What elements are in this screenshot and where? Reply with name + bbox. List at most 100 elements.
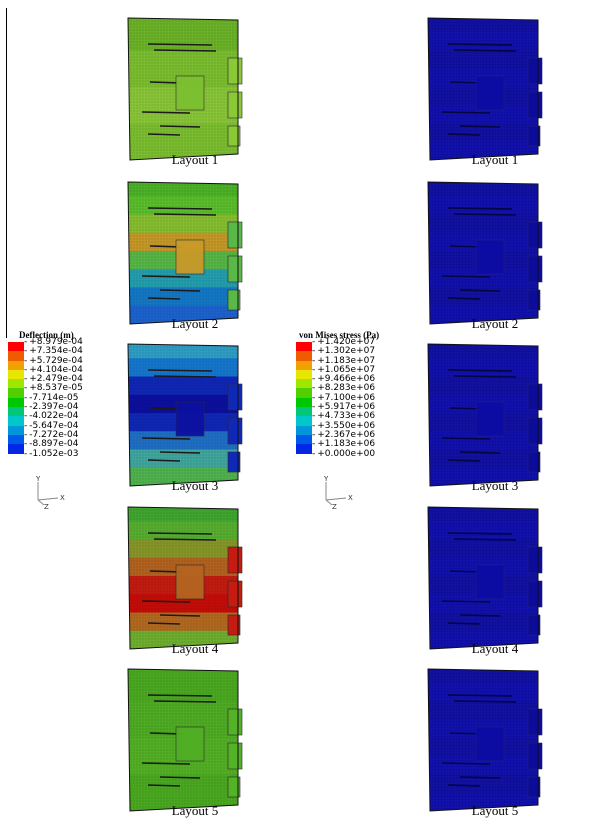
- plate-outline: [127, 506, 239, 650]
- color-band: [428, 449, 538, 469]
- plate-mesh: [127, 343, 243, 487]
- stiffener-slot: [453, 538, 517, 541]
- stiffener-slot: [153, 700, 217, 703]
- stiffener-slot: [159, 776, 201, 779]
- color-band: [128, 269, 238, 289]
- plate-mesh: [427, 343, 543, 487]
- stiffener-slot: [159, 125, 201, 128]
- stiffener-slot: [147, 133, 181, 136]
- stress-plot-layout-4: Layout 4: [420, 503, 570, 656]
- plate-mesh: [127, 668, 243, 812]
- legend-value: -7.714e-05: [24, 393, 83, 403]
- plate-outline: [127, 343, 239, 487]
- legend-value: +1.183e+07: [312, 356, 375, 366]
- color-band: [128, 344, 238, 359]
- color-band: [128, 105, 238, 125]
- stiffener-slot: [447, 622, 481, 625]
- legend-value: +9.466e+06: [312, 374, 375, 384]
- color-band: [428, 774, 538, 794]
- color-band: [128, 287, 238, 307]
- stiffener-slot: [147, 207, 213, 210]
- color-band: [428, 105, 538, 125]
- stiffener-slot: [459, 289, 501, 292]
- stiffener-slot: [147, 784, 181, 787]
- raised-block: [475, 401, 505, 437]
- plate-outline: [427, 17, 539, 161]
- raised-block: [175, 401, 205, 437]
- side-block: [227, 776, 241, 798]
- color-band: [128, 701, 238, 721]
- color-band: [428, 32, 538, 52]
- side-block: [227, 451, 241, 473]
- legend-labels: +8.979e-04 +7.354e-04 +5.729e-04 +4.104e…: [24, 337, 83, 459]
- side-block: [227, 417, 243, 445]
- legend-value: -8.897e-04: [24, 439, 83, 449]
- color-band: [128, 358, 238, 378]
- color-band: [128, 669, 238, 684]
- color-band: [428, 612, 538, 632]
- deflection-plot-layout-1: Layout 1: [120, 14, 270, 167]
- legend-swatch: [296, 388, 312, 398]
- color-band: [428, 539, 538, 559]
- side-block: [527, 708, 543, 736]
- plate-mesh: [427, 181, 543, 325]
- stiffener-slot: [147, 43, 213, 46]
- stiffener-slot: [447, 43, 513, 46]
- side-block: [527, 580, 543, 608]
- legend-swatch: [296, 434, 312, 445]
- stiffener-slot: [441, 437, 491, 440]
- stiffener-slot: [441, 600, 491, 603]
- plot-caption: Layout 2: [471, 316, 519, 331]
- color-band: [128, 612, 238, 632]
- color-band: [428, 287, 538, 307]
- stiffener-slot: [153, 375, 217, 378]
- raised-block: [475, 564, 505, 600]
- color-band: [428, 594, 538, 614]
- plate-outline: [427, 343, 539, 487]
- plot-caption: Layout 5: [171, 803, 219, 818]
- stiffener-slot: [141, 762, 191, 765]
- legend-swatch: [296, 360, 312, 370]
- deflection-plot-layout-3: Layout 3: [120, 340, 270, 493]
- z-axis-line: [37, 499, 45, 506]
- stiffener-slot: [153, 49, 217, 52]
- side-block: [527, 91, 543, 119]
- side-block: [227, 289, 241, 311]
- plate-face: [428, 18, 538, 160]
- color-band: [428, 507, 538, 522]
- color-band: [428, 521, 538, 541]
- legend-value: +4.733e+06: [312, 412, 375, 422]
- stiffener-slot: [141, 600, 191, 603]
- deflection-plot-layout-4: Layout 4: [120, 503, 270, 656]
- side-block: [527, 221, 543, 249]
- stiffener-slot: [447, 297, 481, 300]
- stress-legend: von Mises stress (Pa) +1.420e+07 +1.302e…: [296, 330, 416, 470]
- raised-block: [475, 726, 505, 762]
- y-axis-label: Y: [35, 475, 41, 483]
- legend-title: von Mises stress (Pa): [299, 330, 380, 340]
- stiffener-slot: [453, 700, 517, 703]
- stiffener-slot: [453, 49, 517, 52]
- color-band: [428, 196, 538, 216]
- side-block: [227, 708, 243, 736]
- color-band: [128, 196, 238, 216]
- stiffener-slot: [141, 275, 191, 278]
- side-block: [527, 57, 543, 85]
- side-block: [527, 417, 543, 445]
- color-band: [428, 18, 538, 33]
- side-block: [227, 546, 243, 574]
- color-band: [428, 344, 538, 359]
- legend-swatch: [8, 369, 24, 380]
- stress-plot-layout-2: Layout 2: [420, 178, 570, 331]
- stiffener-slot: [153, 213, 217, 216]
- side-block: [527, 546, 543, 574]
- plate-outline: [127, 181, 239, 325]
- side-block: [527, 255, 543, 283]
- legend-swatch: [296, 369, 312, 380]
- side-block: [227, 580, 243, 608]
- legend-value: -2.397e-04: [24, 402, 83, 412]
- plate-mesh: [427, 17, 543, 161]
- plate-mesh: [127, 181, 243, 325]
- plate-mesh: [427, 668, 543, 812]
- color-band: [128, 449, 238, 469]
